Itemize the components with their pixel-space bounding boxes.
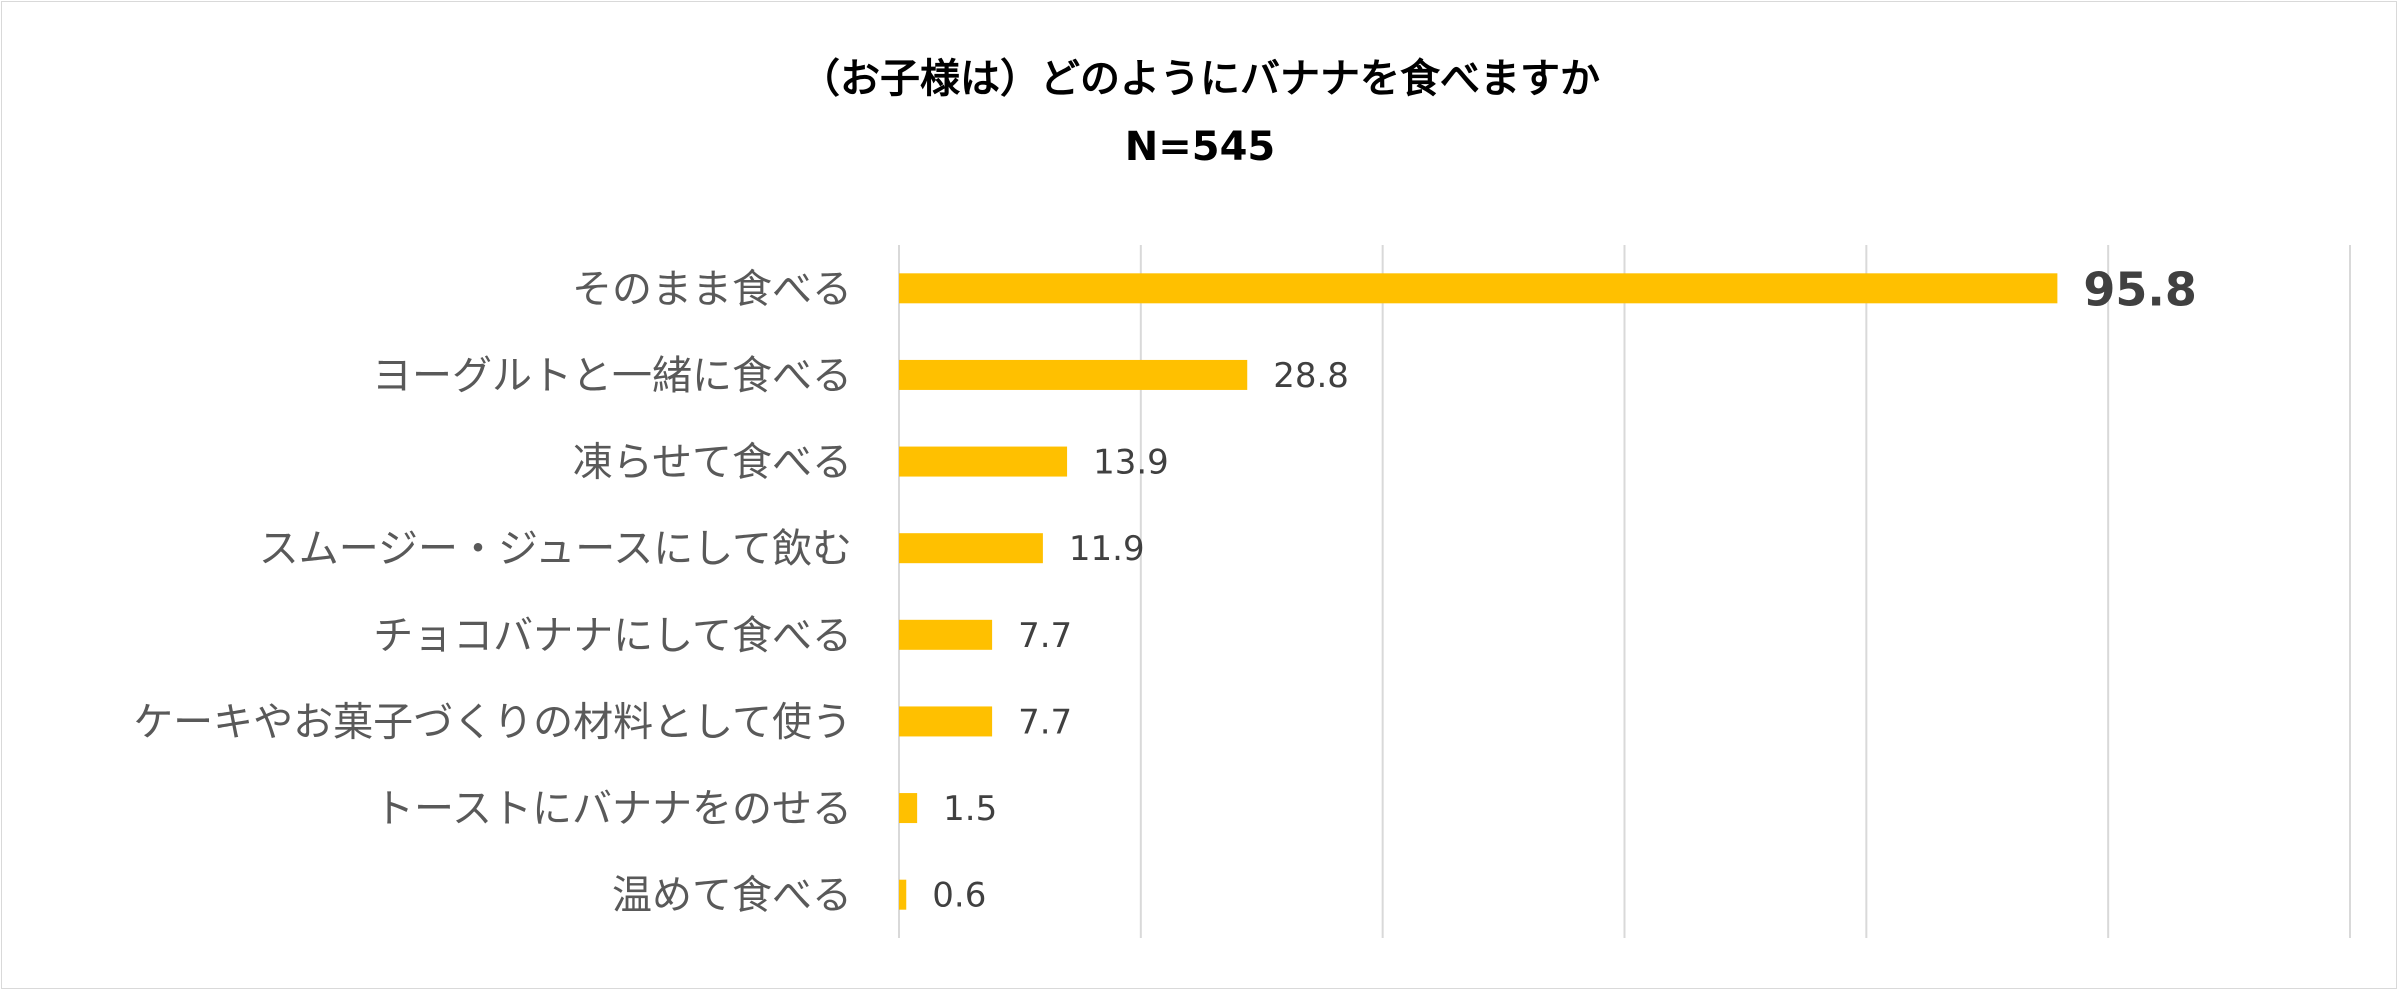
value-label: 7.7 (1018, 616, 1072, 656)
value-label: 95.8 (2083, 262, 2197, 316)
category-label: 温めて食べる (612, 873, 852, 919)
category-label: そのまま食べる (572, 266, 852, 312)
bars (899, 273, 2058, 910)
category-labels: そのまま食べるヨーグルトと一緒に食べる凍らせて食べるスムージー・ジュースにして飲… (133, 266, 852, 918)
category-label: 凍らせて食べる (573, 440, 852, 486)
gridlines (898, 245, 2351, 938)
bar (899, 793, 918, 824)
category-label: チョコバナナにして食べる (373, 613, 852, 659)
value-label: 0.6 (932, 876, 986, 916)
bar (899, 879, 907, 910)
category-label: ケーキやお菓子づくりの材料として使う (133, 699, 852, 745)
value-label: 28.8 (1273, 356, 1349, 396)
chart-title: （お子様は）どのようにバナナを食べますか (800, 56, 1600, 102)
bar (899, 533, 1043, 564)
bar (899, 706, 993, 737)
category-label: ヨーグルトと一緒に食べる (372, 353, 852, 399)
value-label: 13.9 (1093, 443, 1169, 483)
value-labels: 95.8 28.8 13.9 11.9 7.7 7.7 1.5 0.6 (932, 262, 2197, 915)
bar (899, 619, 993, 650)
value-label: 7.7 (1018, 702, 1072, 742)
bar (899, 273, 2058, 304)
category-label: スムージー・ジュースにして飲む (259, 526, 852, 572)
bar (899, 359, 1248, 390)
chart-subtitle: N=545 (1124, 124, 1276, 170)
value-label: 1.5 (943, 789, 997, 829)
bar (899, 446, 1068, 477)
value-label: 11.9 (1069, 529, 1145, 569)
category-label: トーストにバナナをのせる (374, 786, 852, 832)
